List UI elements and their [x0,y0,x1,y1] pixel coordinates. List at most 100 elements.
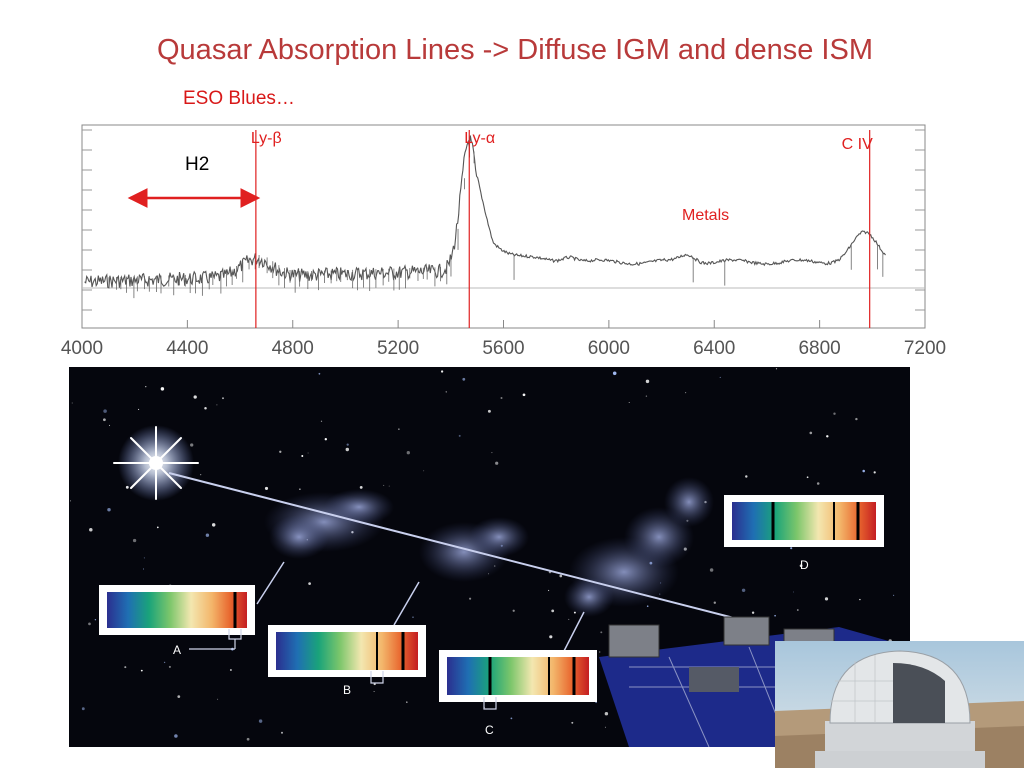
background-star [796,609,799,611]
background-star [89,527,93,532]
background-star [510,717,513,720]
background-star [500,397,503,399]
background-star [551,609,555,613]
background-star [741,588,746,593]
x-tick-label: 6800 [798,338,840,359]
background-star [826,435,829,438]
background-star [458,434,461,437]
quasar-star-icon [113,425,199,501]
telescope-photo [775,641,1024,768]
x-tick-label: 7200 [904,338,946,359]
background-star [512,609,515,612]
background-star [719,376,721,378]
background-star [103,409,107,413]
background-star [612,371,617,376]
background-star [308,582,311,585]
background-star [211,523,216,527]
background-star [398,428,400,430]
background-star [279,450,282,453]
background-star [440,370,444,373]
background-star [229,669,232,671]
background-star [600,631,603,634]
background-star [205,533,210,537]
background-star [799,564,803,568]
background-star [751,611,755,614]
background-star [140,669,143,672]
line-marker-label: Ly-α [464,130,495,147]
background-star [200,474,202,476]
background-star [809,431,813,435]
background-star [893,594,895,596]
h2-label: H2 [185,154,209,175]
background-star [604,726,606,728]
background-star [549,635,553,639]
x-tick-label: 6000 [588,338,630,359]
background-star [299,488,301,490]
slide-title: Quasar Absorption Lines -> Diffuse IGM a… [157,34,873,66]
background-star [406,701,408,703]
background-star [324,438,327,441]
background-star [190,443,194,447]
background-star [318,372,321,375]
background-star [71,402,73,404]
background-star [193,395,197,399]
background-star [174,734,178,738]
background-star [81,707,85,711]
background-star [204,407,207,410]
spectrum-box-c: C [439,650,597,737]
background-star [445,391,447,393]
spectrum-plot: 4000 4400 4800 5200 5600 6000 6400 6800 7200 Ly-… [61,124,946,359]
spectrum-trace [84,135,886,289]
background-star [487,409,491,413]
background-star [132,538,137,543]
background-star [571,721,574,724]
background-star [143,557,145,559]
background-star [107,507,111,512]
x-tick-label: 4000 [61,338,103,359]
background-star [216,404,218,406]
background-star [522,393,526,397]
background-star [806,476,809,479]
x-tick-label: 4800 [272,338,314,359]
background-star [604,711,609,716]
background-star [307,452,309,454]
background-star [124,666,127,669]
background-star [388,485,390,487]
background-star [177,695,181,698]
background-star [559,574,563,578]
background-star [301,455,304,457]
background-star [774,614,776,617]
background-star [824,597,829,601]
background-star [103,418,106,422]
background-star [264,486,269,490]
spectrum-label-b: B [343,683,351,697]
background-star [258,719,263,723]
background-star [645,379,650,384]
lyman-alpha-forest [108,138,884,299]
spectrum-label-a: A [173,643,181,657]
background-star [790,547,793,550]
background-star [320,420,323,422]
background-star [156,526,159,529]
y-axis-ticks [82,129,925,311]
background-star [859,598,861,601]
x-tick-label: 4400 [166,338,208,359]
background-star [359,485,363,489]
background-star [160,387,165,391]
slide-subtitle: ESO Blues… [183,88,295,109]
line-marker-label: C IV [842,136,873,153]
gas-cloud-icon [264,489,394,559]
background-star [568,618,570,620]
background-star [373,690,375,693]
background-star [775,368,778,370]
background-star [143,568,145,570]
background-star [873,471,876,474]
background-star [345,447,350,452]
spectrum-label-d: D [800,558,809,572]
background-star [163,661,166,664]
background-star [491,452,493,454]
background-star [246,737,250,741]
background-star [383,484,385,486]
background-star [145,386,147,388]
background-star [406,451,410,455]
